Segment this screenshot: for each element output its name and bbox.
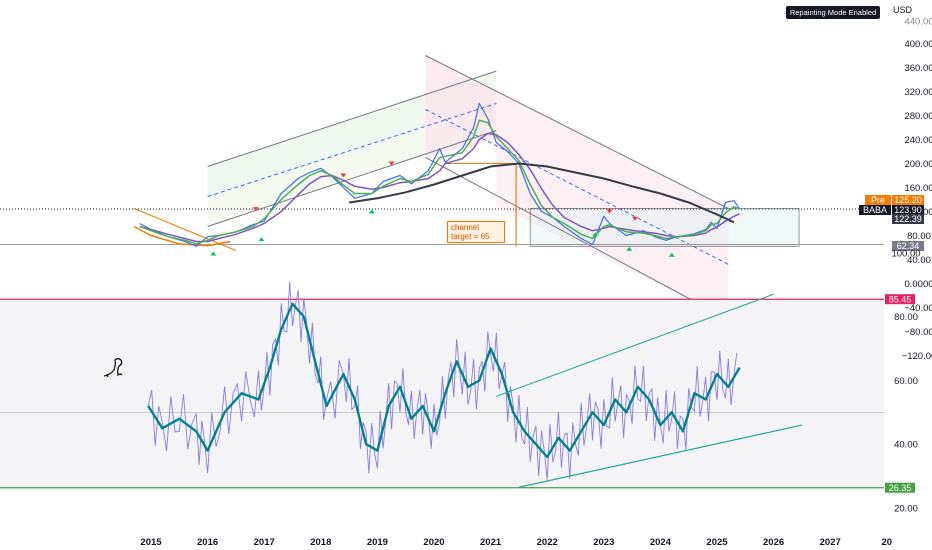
pivot-high-marker <box>606 209 613 214</box>
price-badge-name: BABA <box>863 205 887 215</box>
pivot-high-marker <box>388 161 395 166</box>
ema-mid-line <box>139 132 740 243</box>
rsi-upper-badge: 85.45 <box>889 295 912 305</box>
rsi-upper-trend-line <box>496 293 774 397</box>
down-channel-mid-line <box>425 109 729 265</box>
rsi-background-band <box>0 299 884 488</box>
year-tick-label: 2027 <box>820 537 841 548</box>
price-badge-value-bg <box>892 195 924 205</box>
time-axis[interactable]: 2015 2016 2017 2018 2019 2020 2021 2022 2023 2024… <box>140 537 892 548</box>
price-tick-label-partial: 440.00 <box>904 17 932 28</box>
year-tick-label: 2026 <box>763 537 784 548</box>
year-tick-label: 2025 <box>706 537 728 548</box>
price-series <box>133 102 741 251</box>
price-tick-label: 240.00 <box>904 135 932 146</box>
year-tick-label: 2016 <box>197 537 218 548</box>
pivot-low-marker <box>258 237 265 242</box>
year-tick-label: 2024 <box>650 537 672 548</box>
price-tick-label: 360.00 <box>904 63 932 74</box>
rsi-pane <box>0 281 884 489</box>
year-tick-label: 2018 <box>310 537 331 548</box>
price-tick-label: 320.00 <box>904 87 932 98</box>
up-channel-upper-fill <box>207 71 497 197</box>
rsi-tick-label: 100.00 <box>891 248 920 259</box>
pivot-markers <box>210 161 675 257</box>
channel-target-note: channel target = 65 <box>447 221 505 243</box>
price-badge-name-bg <box>859 205 891 215</box>
note-line-2: target = 65 <box>451 232 490 241</box>
up-channel-upper-line <box>207 70 497 167</box>
channel-drawings <box>0 55 884 320</box>
price-tick-label: 400.00 <box>904 39 932 50</box>
year-tick-label: 2017 <box>254 537 275 548</box>
down-channel-fill <box>496 89 729 320</box>
pivot-low-marker <box>668 252 675 257</box>
pivot-low-marker <box>368 209 375 214</box>
price-badge-value-bg <box>892 214 924 224</box>
pivot-high-marker <box>631 216 638 221</box>
note-line-1: channel <box>451 223 480 232</box>
ema-slow-line <box>348 162 735 224</box>
rsi-lower-badge: 26.35 <box>889 483 912 493</box>
price-badge-name: Pre <box>871 195 885 205</box>
rsi-tick-label: 20.00 <box>894 504 918 515</box>
price-badge-value: 123.90 <box>894 205 922 215</box>
price-tick-label: 200.00 <box>904 159 932 170</box>
year-tick-label: 2022 <box>537 537 558 548</box>
orange-trend-line <box>133 208 237 251</box>
price-tick-label: −40.00 <box>904 303 932 314</box>
year-tick-label: 2015 <box>140 537 162 548</box>
rsi-smoothed-line <box>147 302 741 459</box>
rsi-lower-trend-line <box>518 424 803 488</box>
price-tick-label: 160.00 <box>904 183 932 194</box>
down-channel-lower-line <box>425 157 729 320</box>
pivot-high-marker <box>340 173 347 178</box>
rsi-tick-label: 80.00 <box>894 312 918 323</box>
down-channel-top-fill <box>425 55 497 158</box>
price-tick-label: 0.0000 <box>904 279 932 290</box>
pivot-low-marker <box>592 232 599 237</box>
price-badge-name-bg <box>865 195 891 205</box>
price-badge-value-bg <box>892 241 924 251</box>
orange-arc <box>133 225 231 247</box>
year-tick-label: 2020 <box>423 537 444 548</box>
dino-outline <box>103 357 123 378</box>
year-tick-label: 2021 <box>480 537 502 548</box>
price-tick-label: 80.00 <box>907 231 931 242</box>
ema-fast-line <box>139 119 740 245</box>
price-tick-label: −120.00 <box>902 351 932 362</box>
price-badge-value-bg <box>892 205 924 215</box>
year-tick-label: 2023 <box>593 537 614 548</box>
rsi-lower-badge-bg <box>885 482 915 493</box>
price-tick-label: −80.00 <box>904 327 932 338</box>
price-axis[interactable]: 400.00 360.00 320.00 280.00 240.00 200.00 160.… <box>859 17 932 515</box>
rsi-tick-label: 40.00 <box>894 440 918 451</box>
down-channel-upper-line <box>425 55 729 209</box>
pivot-high-marker <box>252 207 259 212</box>
rsi-tick-label: 60.00 <box>894 376 918 387</box>
year-tick-label: 2019 <box>367 537 388 548</box>
up-channel-mid-line <box>207 103 497 197</box>
repainting-mode-badge[interactable]: Repainting Mode Enabled <box>786 6 880 19</box>
pivot-low-marker <box>210 251 217 256</box>
price-tick-label: 280.00 <box>904 111 932 122</box>
price-badge-value: 62.34 <box>897 241 920 251</box>
price-badge-value: 122.39 <box>894 214 922 224</box>
price-badge-value: 125.20 <box>894 195 922 205</box>
pivot-low-marker <box>626 246 633 251</box>
year-tick-label: 20 <box>882 537 893 548</box>
rsi-upper-badge-bg <box>885 294 915 305</box>
currency-label[interactable]: USD <box>893 5 913 15</box>
price-tick-label: 40.00 <box>907 255 931 266</box>
dino-icon <box>103 357 123 378</box>
